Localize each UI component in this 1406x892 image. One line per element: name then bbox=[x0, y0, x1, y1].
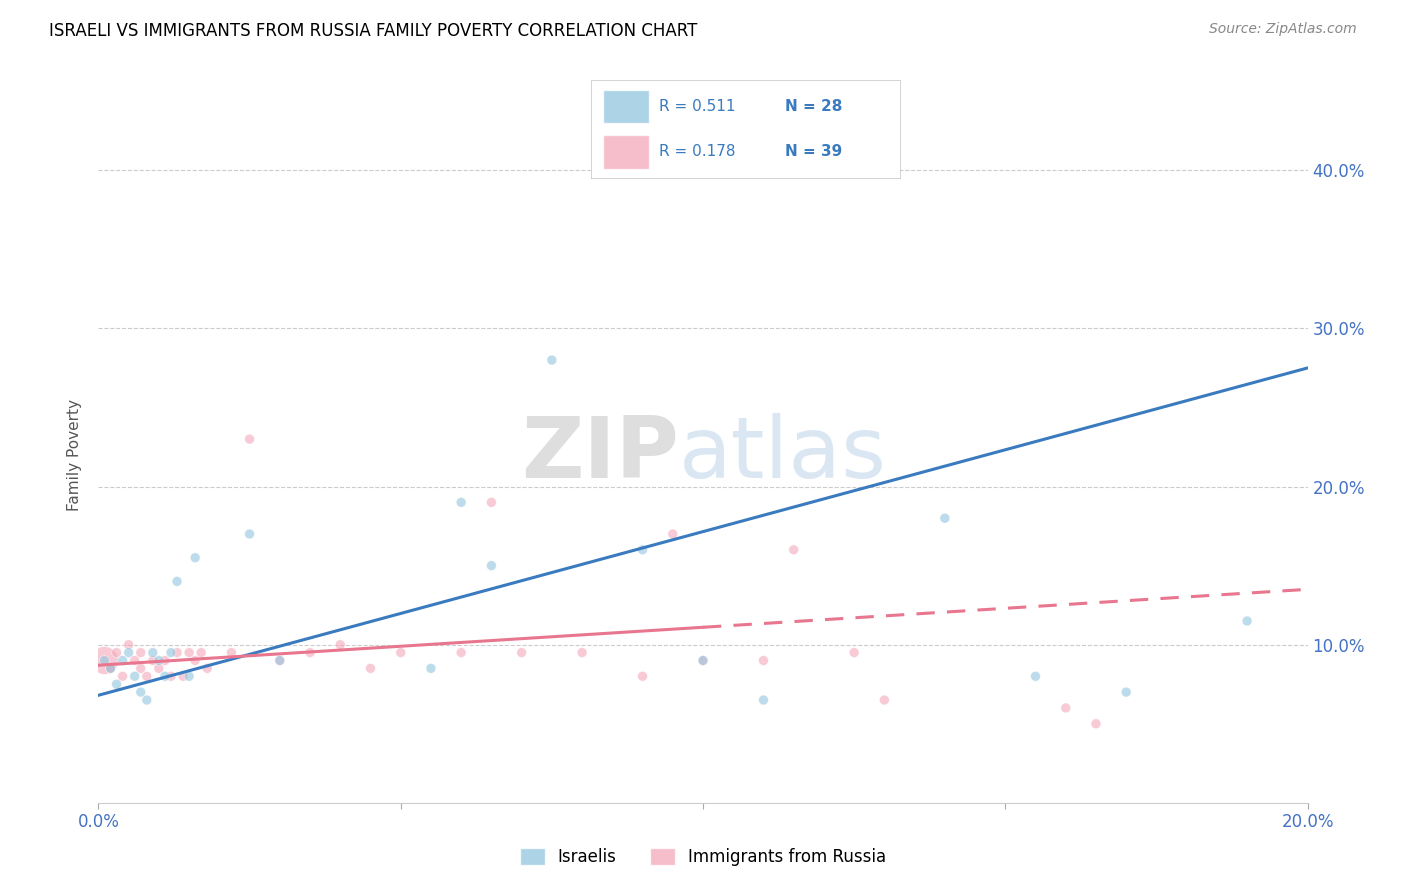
Text: R = 0.511: R = 0.511 bbox=[658, 99, 735, 114]
Point bbox=[179, 646, 201, 660]
Point bbox=[1236, 614, 1258, 628]
Point bbox=[510, 646, 533, 660]
Point bbox=[105, 646, 128, 660]
Point bbox=[420, 661, 443, 675]
Point bbox=[190, 646, 212, 660]
Point bbox=[1024, 669, 1046, 683]
Point bbox=[184, 550, 207, 565]
Point bbox=[142, 653, 165, 667]
Point bbox=[148, 661, 170, 675]
Point bbox=[142, 646, 165, 660]
Text: atlas: atlas bbox=[679, 413, 887, 497]
Point bbox=[172, 669, 194, 683]
Point bbox=[481, 558, 503, 573]
Point bbox=[100, 661, 122, 675]
Point bbox=[571, 646, 593, 660]
Point bbox=[752, 693, 775, 707]
Point bbox=[124, 669, 146, 683]
Point bbox=[148, 653, 170, 667]
Point bbox=[934, 511, 956, 525]
Text: ISRAELI VS IMMIGRANTS FROM RUSSIA FAMILY POVERTY CORRELATION CHART: ISRAELI VS IMMIGRANTS FROM RUSSIA FAMILY… bbox=[49, 22, 697, 40]
Point bbox=[135, 693, 157, 707]
Point bbox=[631, 669, 654, 683]
Point bbox=[124, 653, 146, 667]
Text: Source: ZipAtlas.com: Source: ZipAtlas.com bbox=[1209, 22, 1357, 37]
Point bbox=[118, 646, 141, 660]
Point bbox=[450, 495, 472, 509]
Text: N = 28: N = 28 bbox=[786, 99, 842, 114]
Point bbox=[783, 542, 806, 557]
Point bbox=[873, 693, 896, 707]
Point bbox=[179, 669, 201, 683]
Bar bbox=[603, 136, 650, 169]
Text: R = 0.178: R = 0.178 bbox=[658, 145, 735, 160]
Point bbox=[692, 653, 714, 667]
Point bbox=[239, 527, 262, 541]
Point bbox=[221, 646, 243, 660]
Point bbox=[540, 353, 562, 368]
Point bbox=[239, 432, 262, 446]
Point bbox=[1085, 716, 1108, 731]
Point bbox=[329, 638, 352, 652]
Point bbox=[299, 646, 322, 660]
Point bbox=[153, 653, 176, 667]
Point bbox=[450, 646, 472, 660]
Point bbox=[631, 542, 654, 557]
Point bbox=[1115, 685, 1137, 699]
Point bbox=[118, 638, 141, 652]
Point bbox=[111, 653, 134, 667]
Point bbox=[111, 669, 134, 683]
Point bbox=[166, 574, 188, 589]
Point bbox=[269, 653, 291, 667]
Point bbox=[269, 653, 291, 667]
Point bbox=[1054, 701, 1077, 715]
Point bbox=[93, 653, 115, 667]
Point bbox=[153, 669, 176, 683]
Legend: Israelis, Immigrants from Russia: Israelis, Immigrants from Russia bbox=[512, 839, 894, 874]
Point bbox=[105, 677, 128, 691]
Point bbox=[662, 527, 685, 541]
Point bbox=[129, 685, 152, 699]
Point bbox=[129, 646, 152, 660]
Point bbox=[360, 661, 382, 675]
Point bbox=[100, 661, 122, 675]
Text: ZIP: ZIP bbox=[522, 413, 679, 497]
Point bbox=[93, 653, 115, 667]
Point bbox=[389, 646, 412, 660]
Point bbox=[752, 653, 775, 667]
Point bbox=[135, 669, 157, 683]
Bar bbox=[603, 90, 650, 123]
Point bbox=[195, 661, 218, 675]
Point bbox=[166, 646, 188, 660]
Point bbox=[160, 646, 183, 660]
Y-axis label: Family Poverty: Family Poverty bbox=[67, 399, 83, 511]
Point bbox=[160, 669, 183, 683]
Point bbox=[844, 646, 866, 660]
Point bbox=[129, 661, 152, 675]
Point bbox=[184, 653, 207, 667]
Text: N = 39: N = 39 bbox=[786, 145, 842, 160]
Point bbox=[481, 495, 503, 509]
Point bbox=[692, 653, 714, 667]
